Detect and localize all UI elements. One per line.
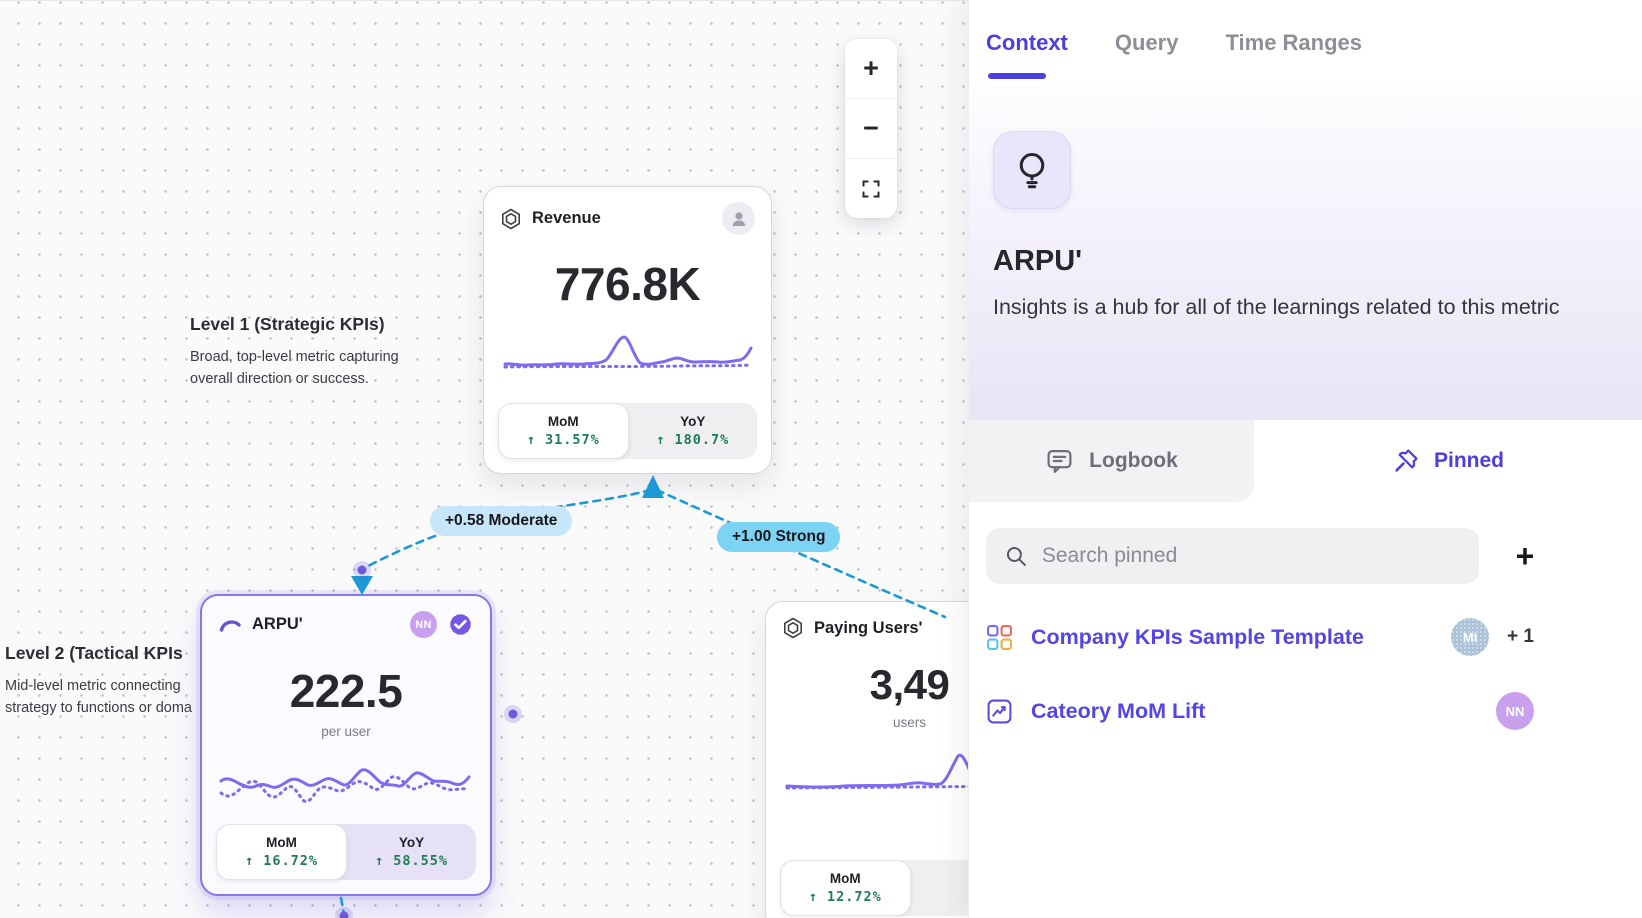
mom-label: MoM <box>266 835 297 850</box>
panel-tab-bar: Context Query Time Ranges <box>969 0 1642 85</box>
arpu-mom-toggle[interactable]: MoM ↑ 16.72% <box>216 824 347 880</box>
subtab-pinned-label: Pinned <box>1433 449 1504 472</box>
arpu-value: 222.5 <box>289 665 403 717</box>
more-collaborators-count: + 1 <box>1507 626 1534 647</box>
search-pinned-input[interactable] <box>1041 544 1461 568</box>
search-pinned-box[interactable] <box>986 528 1479 584</box>
metric-hexagon-icon <box>784 617 802 639</box>
pushpin-icon <box>1395 449 1418 472</box>
revenue-sparkline <box>503 335 752 369</box>
level-1-annotation: Level 1 (Strategic KPIs) Broad, top-leve… <box>190 314 430 391</box>
fullscreen-icon <box>862 180 880 197</box>
pinned-content: + Company KPIs Sample Template MI + 1 <box>969 502 1642 730</box>
mom-label: MoM <box>547 414 579 429</box>
logbook-speech-bubble-icon <box>1047 450 1072 473</box>
arpu-unit: per user <box>321 724 371 739</box>
arrowhead-into-arpu <box>351 576 373 595</box>
context-panel: Context Query Time Ranges ARPU' Insights… <box>968 0 1642 918</box>
mom-value: ↑ 16.72% <box>244 853 319 869</box>
paying-users-value: 3,49 <box>869 661 950 708</box>
mom-value: ↑ 31.57% <box>526 432 600 448</box>
tab-query[interactable]: Query <box>1114 29 1179 55</box>
metric-name-heading: ARPU' <box>993 245 1083 277</box>
pinned-item-label: Cateory MoM Lift <box>1031 698 1206 723</box>
template-grid-icon <box>987 624 1012 650</box>
verified-badge-icon[interactable] <box>447 611 474 638</box>
paying-users-sparkline <box>785 753 968 790</box>
level-1-description: Broad, top-level metric capturing overal… <box>190 349 399 387</box>
revenue-yoy-toggle[interactable]: YoY ↑ 180.7% <box>629 403 758 459</box>
canvas-zoom-toolbar: + − <box>845 39 897 218</box>
revenue-card-title: Revenue <box>532 209 601 227</box>
paying-users-mom-toggle[interactable]: MoM ↑ 12.72% <box>780 860 911 916</box>
pinned-item-label: Company KPIs Sample Template <box>1031 624 1364 649</box>
fit-view-button[interactable] <box>845 158 897 218</box>
paying-users-card-title: Paying Users' <box>814 618 923 637</box>
arpu-period-toggle: MoM ↑ 16.72% YoY ↑ 58.55% <box>216 824 476 880</box>
avatar-nn[interactable]: NN <box>1496 692 1534 730</box>
arpu-card-title: ARPU' <box>252 615 303 633</box>
paying-users-unit: users <box>892 715 926 730</box>
yoy-label: YoY <box>680 414 706 429</box>
metric-arc-icon <box>219 619 241 632</box>
metric-description: Insights is a hub for all of the learnin… <box>993 295 1560 319</box>
level-2-title: Level 2 (Tactical KPIs <box>5 643 183 663</box>
pinned-item-company-kpis[interactable]: Company KPIs Sample Template MI + 1 <box>986 618 1534 656</box>
insight-icon-tile <box>993 131 1071 209</box>
yoy-value: ↑ 58.55% <box>374 853 449 869</box>
yoy-label: YoY <box>398 835 425 850</box>
mom-value: ↑ 12.72% <box>808 889 882 905</box>
owner-avatar[interactable] <box>722 202 755 235</box>
yoy-value: ↑ 180.7% <box>656 432 730 448</box>
revenue-mom-toggle[interactable]: MoM ↑ 31.57% <box>498 403 629 459</box>
metric-card-arpu[interactable]: ARPU' NN 222.5 per user <box>200 594 492 896</box>
search-icon <box>1006 547 1026 566</box>
level-1-title: Level 1 (Strategic KPIs) <box>190 314 385 334</box>
metric-tree-canvas[interactable]: +0.58 Moderate +1.00 Strong Level 1 (Str… <box>0 0 968 918</box>
subtab-logbook-label: Logbook <box>1089 449 1178 472</box>
pinned-item-cateory-mom-lift[interactable]: Cateory MoM Lift NN <box>986 692 1534 730</box>
arpu-sparkline <box>219 768 471 803</box>
edge-revenue-paying-users <box>655 488 947 619</box>
level-2-description-line1: Mid-level metric connecting <box>5 678 181 694</box>
metric-card-paying-users[interactable]: Paying Users' 3,49 users MoM ↑ 12.72% <box>765 601 968 918</box>
arrowhead-into-revenue <box>642 475 664 498</box>
correlation-label-strong[interactable]: +1.00 Strong <box>717 522 841 552</box>
subtab-pinned[interactable]: Pinned <box>1254 420 1642 502</box>
paying-users-yoy-toggle[interactable] <box>911 860 969 916</box>
zoom-out-button[interactable]: − <box>845 98 897 158</box>
zoom-in-button[interactable]: + <box>863 53 879 83</box>
level-2-description-line2: strategy to functions or doma <box>5 699 192 716</box>
collaborator-avatar-nn[interactable]: NN <box>410 611 437 638</box>
lightbulb-icon <box>1019 152 1045 189</box>
metric-hero-section: ARPU' Insights is a hub for all of the l… <box>969 85 1642 420</box>
paying-users-period-toggle: MoM ↑ 12.72% <box>780 860 968 916</box>
revenue-value: 776.8K <box>554 258 701 310</box>
subtab-logbook[interactable]: Logbook <box>969 420 1254 502</box>
arpu-yoy-toggle[interactable]: YoY ↑ 58.55% <box>347 824 476 880</box>
panel-subtab-bar: Logbook Pinned <box>969 420 1642 502</box>
add-pinned-button[interactable]: + <box>1515 537 1535 574</box>
mom-label: MoM <box>829 871 861 886</box>
metric-hexagon-icon <box>502 208 520 229</box>
edge-arpu-down-stub <box>339 896 346 916</box>
metric-card-revenue[interactable]: Revenue 776.8K MoM ↑ 31.57% Y <box>483 186 772 474</box>
chart-icon <box>987 699 1012 723</box>
pinned-list: Company KPIs Sample Template MI + 1 Cate… <box>986 618 1534 730</box>
person-icon <box>732 211 745 226</box>
correlation-label-moderate[interactable]: +0.58 Moderate <box>430 506 573 536</box>
tab-time-ranges[interactable]: Time Ranges <box>1225 29 1363 55</box>
level-2-annotation: Level 2 (Tactical KPIs Mid-level metric … <box>5 643 245 720</box>
tab-context[interactable]: Context <box>986 0 1068 85</box>
revenue-period-toggle: MoM ↑ 31.57% YoY ↑ 180.7% <box>498 403 757 459</box>
avatar-mi[interactable]: MI <box>1451 618 1490 656</box>
